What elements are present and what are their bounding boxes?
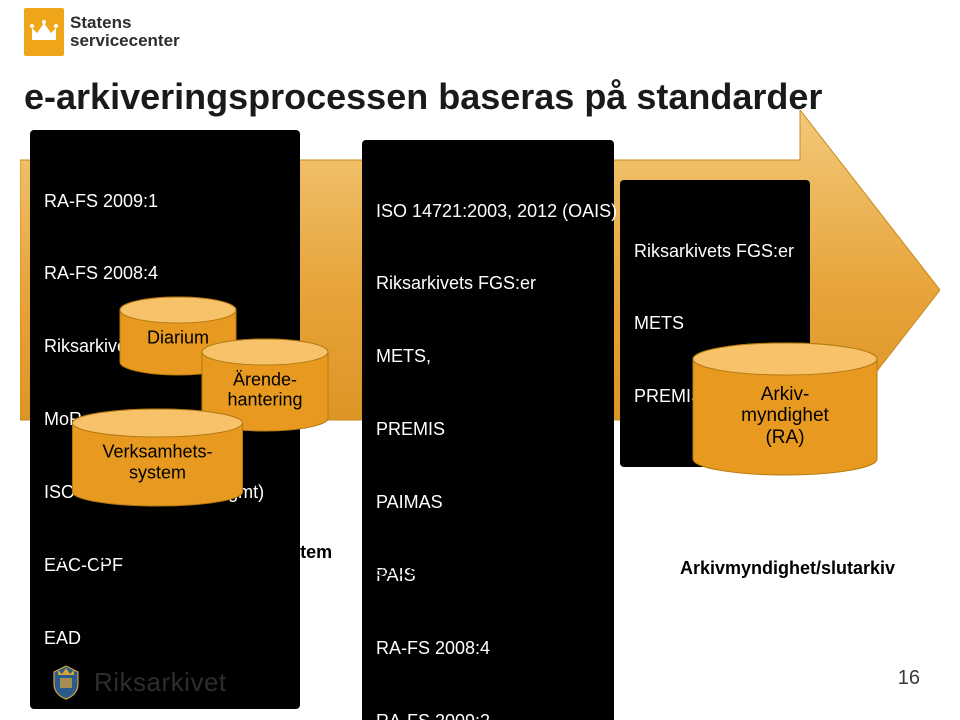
std-l-6: EAD [44, 626, 286, 650]
std-r-1: METS [634, 311, 796, 335]
footer-logo: Riksarkivet [48, 664, 227, 700]
caption-left: Myndigheten/verksamhetssystem [44, 542, 332, 563]
header-line1: Statens [70, 14, 180, 32]
std-r-0: Riksarkivets FGS:er [634, 239, 796, 263]
std-m-7: RA-FS 2009:2 [376, 709, 600, 720]
cyl-arende-label: Ärende- hantering [200, 369, 330, 410]
std-m-3: PREMIS [376, 417, 600, 441]
caption-mid: Myndigheten/mellanarkiv [370, 542, 585, 563]
caption-right: Arkivmyndighet/slutarkiv [680, 558, 895, 579]
footer-name: Riksarkivet [94, 667, 227, 698]
header-logo: Statens servicecenter [24, 8, 180, 56]
crest-icon [48, 664, 84, 700]
cyl-verksam: Verksamhets- system [70, 408, 245, 508]
cyl-arkiv-label: Arkiv- myndighet (RA) [690, 383, 880, 449]
std-l-0: RA-FS 2009:1 [44, 189, 286, 213]
header-line2: servicecenter [70, 32, 180, 50]
caption-mid-sub: (SSC som tjänsteleverantör) [370, 564, 552, 580]
std-m-4: PAIMAS [376, 490, 600, 514]
header-text: Statens servicecenter [70, 14, 180, 50]
crown-icon [24, 8, 64, 56]
page-number: 16 [898, 667, 920, 690]
std-m-0: ISO 14721:2003, 2012 (OAIS) [376, 199, 600, 223]
standards-box-mid: ISO 14721:2003, 2012 (OAIS) Riksarkivets… [362, 140, 614, 720]
cyl-arkiv: Arkiv- myndighet (RA) [690, 342, 880, 477]
std-m-2: METS, [376, 344, 600, 368]
std-m-1: Riksarkivets FGS:er [376, 271, 600, 295]
cyl-verksam-label: Verksamhets- system [70, 441, 245, 482]
slide: Statens servicecenter e-arkiveringsproce… [0, 0, 960, 720]
std-l-1: RA-FS 2008:4 [44, 261, 286, 285]
std-m-6: RA-FS 2008:4 [376, 636, 600, 660]
